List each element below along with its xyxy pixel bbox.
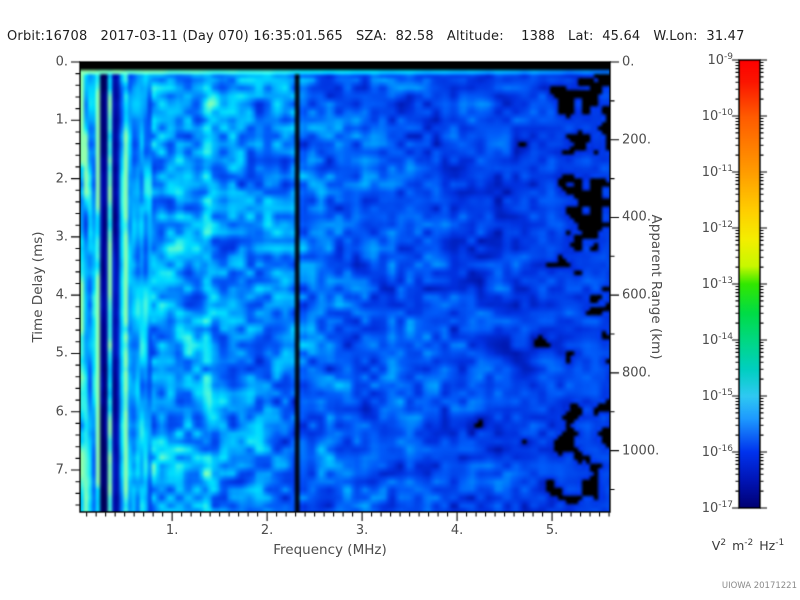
colorbar-gradient — [739, 60, 760, 508]
colorbar-tick-label: 10-13 — [701, 275, 733, 293]
y2-tick-label: 1000. — [622, 443, 660, 459]
x-tick-label: 4. — [450, 523, 464, 538]
colorbar-tick-label: 10-14 — [701, 331, 733, 349]
colorbar-tick-label: 10-9 — [707, 51, 733, 69]
y-tick-label: 6. — [55, 404, 68, 420]
x-tick-label: 5. — [545, 523, 559, 538]
header-info: Orbit:16708 2017-03-11 (Day 070) 16:35:0… — [7, 29, 745, 44]
y-tick-label: 2. — [55, 171, 68, 187]
y-tick-label: 5. — [55, 345, 68, 361]
colorbar-tick-label: 10-10 — [701, 107, 733, 125]
y2-tick-label: 600. — [622, 287, 651, 303]
colorbar-tick-label: 10-17 — [701, 499, 733, 517]
y-tick-label: 4. — [55, 287, 68, 303]
y-tick-label: 7. — [55, 462, 68, 478]
colorbar-tick-label: 10-16 — [701, 443, 733, 461]
credit-stamp: UIOWA 20171221 — [721, 581, 797, 591]
y2-tick-label: 800. — [622, 365, 651, 381]
y2-tick-label: 400. — [622, 209, 651, 225]
x-axis-title: Frequency (MHz) — [273, 542, 387, 558]
y-tick-label: 1. — [55, 112, 68, 128]
colorbar-units: V2 m-2 Hz-1 — [711, 538, 785, 554]
y2-tick-label: 0. — [622, 54, 635, 70]
x-tick-label: 2. — [260, 523, 274, 538]
y-axis-title: Time Delay (ms) — [30, 231, 46, 343]
x-tick-label: 3. — [355, 523, 369, 538]
colorbar-tick-label: 10-11 — [701, 163, 733, 181]
colorbar-tick-label: 10-12 — [701, 219, 733, 237]
y2-tick-label: 200. — [622, 132, 651, 148]
y-tick-label: 0. — [55, 54, 68, 70]
y-tick-label: 3. — [55, 229, 68, 245]
x-tick-label: 1. — [165, 523, 179, 538]
colorbar-tick-label: 10-15 — [701, 387, 733, 405]
spectrogram-canvas — [80, 62, 610, 512]
